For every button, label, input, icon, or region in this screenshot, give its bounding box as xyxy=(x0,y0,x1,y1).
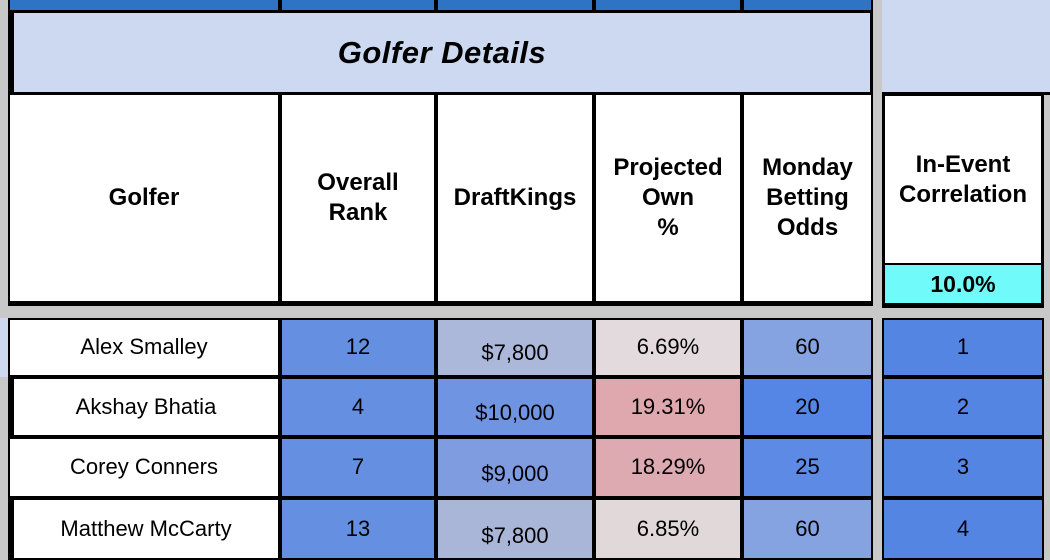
correlation-header-cell[interactable]: In-Event Correlation xyxy=(882,93,1044,265)
column-header-projected-own-pct[interactable]: Projected Own% xyxy=(594,93,742,306)
column-header-label: Own xyxy=(642,184,694,211)
correlation-value: 10.0% xyxy=(930,270,996,297)
correlation-cell-value: 2 xyxy=(956,393,970,419)
column-header-label: Odds xyxy=(776,214,839,241)
top-strip-golfer xyxy=(8,0,280,12)
overall-rank-cell-value: 7 xyxy=(351,454,365,480)
column-header-label: Monday xyxy=(762,154,853,181)
betting-odds-cell-value: 25 xyxy=(795,454,820,480)
correlation-cell-value: 4 xyxy=(956,515,970,541)
projected-own-cell[interactable]: 6.69% xyxy=(594,318,742,377)
overall-rank-cell[interactable]: 7 xyxy=(280,437,436,498)
betting-odds-cell[interactable]: 25 xyxy=(742,437,873,498)
projected-own-cell-value: 19.31% xyxy=(630,393,706,419)
overall-rank-cell[interactable]: 4 xyxy=(280,377,436,437)
betting-odds-cell[interactable]: 60 xyxy=(742,498,873,560)
draftkings-cell-value: $10,000 xyxy=(475,399,555,425)
projected-own-cell-value: 6.69% xyxy=(636,334,700,360)
golfer-name-cell[interactable]: Alex Smalley xyxy=(8,318,280,377)
betting-odds-cell-value: 60 xyxy=(795,515,820,541)
column-header-label: Golfer xyxy=(108,184,180,211)
overall-rank-cell-value: 12 xyxy=(345,334,371,360)
draftkings-cell-value: $9,000 xyxy=(481,460,549,486)
betting-odds-cell-value: 60 xyxy=(795,334,820,360)
column-header-label: Projected xyxy=(613,154,723,181)
correlation-cell[interactable]: 2 xyxy=(882,377,1044,437)
correlation-cell-value: 1 xyxy=(956,334,970,360)
golfer-name-cell-value: Matthew McCarty xyxy=(60,515,232,541)
correlation-cell-value: 3 xyxy=(956,454,970,480)
golfer-details-title-cell[interactable]: Golfer Details xyxy=(8,10,873,95)
overall-rank-cell[interactable]: 12 xyxy=(280,318,436,377)
correlation-band-cell[interactable] xyxy=(882,0,1050,95)
projected-own-cell-value: 18.29% xyxy=(630,454,706,480)
top-strip-projected-own-pct xyxy=(594,0,742,12)
draftkings-cell[interactable]: $9,000 xyxy=(436,437,594,498)
betting-odds-cell-value: 20 xyxy=(795,393,820,419)
projected-own-cell[interactable]: 19.31% xyxy=(594,377,742,437)
correlation-value-cell[interactable]: 10.0% xyxy=(882,263,1044,308)
draftkings-cell-value: $7,800 xyxy=(481,339,549,365)
correlation-header-label: In-Event xyxy=(915,150,1011,178)
projected-own-cell[interactable]: 18.29% xyxy=(594,437,742,498)
correlation-cell[interactable]: 1 xyxy=(882,318,1044,377)
overall-rank-cell-value: 4 xyxy=(351,393,365,419)
golfer-name-cell-value: Alex Smalley xyxy=(80,334,208,360)
top-strip-overall-rank xyxy=(280,0,436,12)
projected-own-cell-value: 6.85% xyxy=(636,515,700,541)
column-header-label: Rank xyxy=(328,199,388,226)
left-gutter-sliver xyxy=(0,318,8,377)
projected-own-cell[interactable]: 6.85% xyxy=(594,498,742,560)
column-header-monday-betting-odds[interactable]: Monday Betting Odds xyxy=(742,93,873,306)
golfer-details-title: Golfer Details xyxy=(337,34,547,70)
golfer-name-cell[interactable]: Matthew McCarty xyxy=(8,498,280,560)
overall-rank-cell-value: 13 xyxy=(345,515,371,541)
golfer-name-cell-value: Corey Conners xyxy=(70,454,218,480)
betting-odds-cell[interactable]: 20 xyxy=(742,377,873,437)
top-strip-draftkings xyxy=(436,0,594,12)
golfer-name-cell-value: Akshay Bhatia xyxy=(75,393,217,419)
golfer-name-cell[interactable]: Corey Conners xyxy=(8,437,280,498)
column-header-label: Overall xyxy=(317,169,399,196)
column-header-label: DraftKings xyxy=(453,184,577,211)
draftkings-cell[interactable]: $7,800 xyxy=(436,318,594,377)
golfer-name-cell[interactable]: Akshay Bhatia xyxy=(8,377,280,437)
column-header-overall-rank[interactable]: Overall Rank xyxy=(280,93,436,306)
betting-odds-cell[interactable]: 60 xyxy=(742,318,873,377)
overall-rank-cell[interactable]: 13 xyxy=(280,498,436,560)
correlation-header-label: Correlation xyxy=(898,180,1027,208)
column-header-draftkings[interactable]: DraftKings xyxy=(436,93,594,306)
draftkings-cell-value: $7,800 xyxy=(481,522,549,548)
column-header-label: Betting xyxy=(766,184,849,211)
top-strip-monday-betting-odds xyxy=(742,0,873,12)
draftkings-cell[interactable]: $10,000 xyxy=(436,377,594,437)
correlation-cell[interactable]: 3 xyxy=(882,437,1044,498)
correlation-cell[interactable]: 4 xyxy=(882,498,1044,560)
column-header-label: % xyxy=(657,214,679,241)
draftkings-cell[interactable]: $7,800 xyxy=(436,498,594,560)
column-header-golfer[interactable]: Golfer xyxy=(8,93,280,306)
